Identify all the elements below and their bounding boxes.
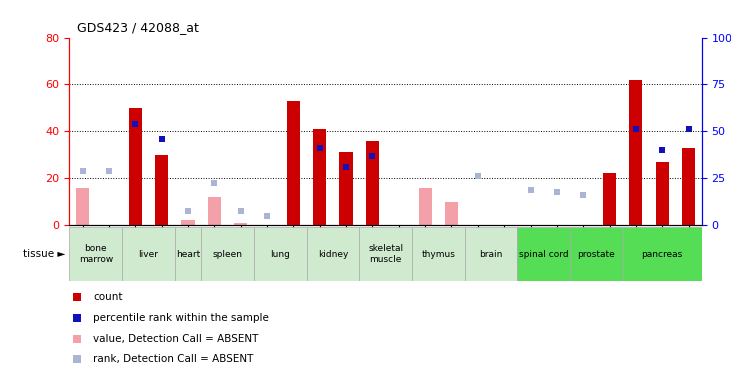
Bar bbox=[69, 227, 122, 281]
Bar bbox=[175, 227, 201, 281]
Text: GDS423 / 42088_at: GDS423 / 42088_at bbox=[77, 21, 199, 34]
Bar bbox=[181, 220, 194, 225]
Bar bbox=[208, 197, 221, 225]
Bar bbox=[682, 148, 695, 225]
Text: brain: brain bbox=[480, 250, 503, 259]
Text: lung: lung bbox=[270, 250, 290, 259]
Text: heart: heart bbox=[176, 250, 200, 259]
Bar bbox=[465, 227, 518, 281]
Bar bbox=[306, 227, 359, 281]
Text: kidney: kidney bbox=[318, 250, 348, 259]
Bar bbox=[656, 162, 669, 225]
Bar bbox=[570, 227, 623, 281]
Bar bbox=[629, 80, 643, 225]
Bar bbox=[359, 227, 412, 281]
Bar bbox=[254, 227, 306, 281]
Bar bbox=[603, 173, 616, 225]
Bar bbox=[366, 211, 379, 225]
Bar bbox=[445, 202, 458, 225]
Bar bbox=[518, 227, 570, 281]
Bar bbox=[287, 101, 300, 225]
Text: pancreas: pancreas bbox=[642, 250, 683, 259]
Text: percentile rank within the sample: percentile rank within the sample bbox=[94, 313, 269, 323]
Text: rank, Detection Call = ABSENT: rank, Detection Call = ABSENT bbox=[94, 354, 254, 364]
Bar bbox=[129, 108, 142, 225]
Text: skeletal
muscle: skeletal muscle bbox=[368, 244, 404, 264]
Text: count: count bbox=[94, 292, 123, 302]
Bar bbox=[201, 227, 254, 281]
Text: spleen: spleen bbox=[213, 250, 243, 259]
Bar bbox=[76, 188, 89, 225]
Bar bbox=[366, 141, 379, 225]
Bar bbox=[234, 223, 247, 225]
Text: bone
marrow: bone marrow bbox=[79, 244, 113, 264]
Bar bbox=[155, 154, 168, 225]
Text: liver: liver bbox=[138, 250, 159, 259]
Bar bbox=[339, 152, 352, 225]
Bar bbox=[623, 227, 702, 281]
Text: prostate: prostate bbox=[577, 250, 616, 259]
Bar bbox=[419, 188, 432, 225]
Bar bbox=[122, 227, 175, 281]
Text: spinal cord: spinal cord bbox=[519, 250, 569, 259]
Text: thymus: thymus bbox=[421, 250, 455, 259]
Bar bbox=[412, 227, 465, 281]
Bar bbox=[313, 129, 326, 225]
Text: value, Detection Call = ABSENT: value, Detection Call = ABSENT bbox=[94, 334, 259, 344]
Text: tissue ►: tissue ► bbox=[23, 249, 66, 259]
